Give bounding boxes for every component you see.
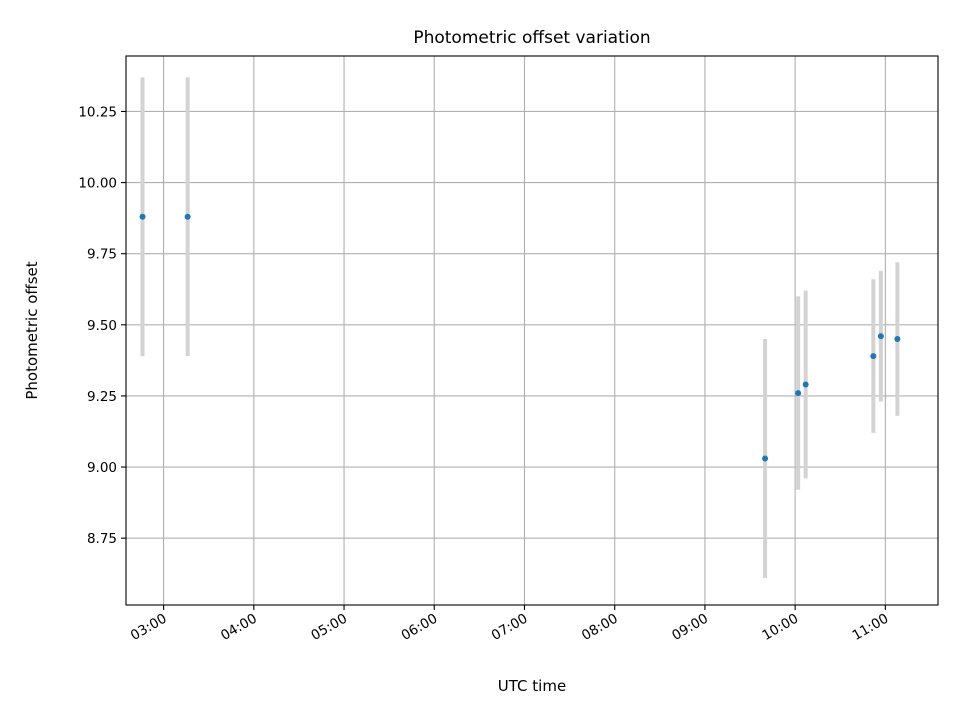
data-point xyxy=(877,333,884,340)
x-axis-label: UTC time xyxy=(498,677,566,695)
data-point xyxy=(802,381,809,388)
x-tick-label: 03:00 xyxy=(128,611,170,644)
data-points xyxy=(139,213,901,462)
x-tick-label: 11:00 xyxy=(850,611,892,644)
x-tick-label: 05:00 xyxy=(308,611,350,644)
x-tick-label: 09:00 xyxy=(669,611,711,644)
y-axis-label: Photometric offset xyxy=(23,261,41,399)
data-point xyxy=(894,336,901,343)
grid xyxy=(126,56,938,605)
axis-ticks: 03:00 04:00 05:00 06:00 07:00 08:00 09:00 10:00… xyxy=(78,104,891,643)
chart-title: Photometric offset variation xyxy=(413,28,650,48)
data-point xyxy=(184,213,191,220)
x-tick-label: 08:00 xyxy=(579,611,621,644)
y-tick-label: 10.00 xyxy=(78,176,117,192)
plot-frame xyxy=(125,55,939,606)
y-tick-label: 9.50 xyxy=(87,318,117,334)
x-tick-label: 04:00 xyxy=(218,611,260,644)
data-point xyxy=(139,213,146,220)
y-tick-label: 8.75 xyxy=(87,531,117,547)
x-tick-label: 10:00 xyxy=(759,611,801,644)
x-tick-label: 07:00 xyxy=(489,611,531,644)
error-bars xyxy=(140,77,900,578)
y-tick-label: 9.25 xyxy=(87,389,117,405)
x-tick-label: 06:00 xyxy=(399,611,441,644)
y-tick-label: 10.25 xyxy=(78,104,117,120)
data-point xyxy=(762,455,769,462)
data-point xyxy=(870,353,877,360)
y-tick-label: 9.00 xyxy=(87,460,117,476)
data-point xyxy=(795,390,802,397)
y-tick-label: 9.75 xyxy=(87,247,117,263)
